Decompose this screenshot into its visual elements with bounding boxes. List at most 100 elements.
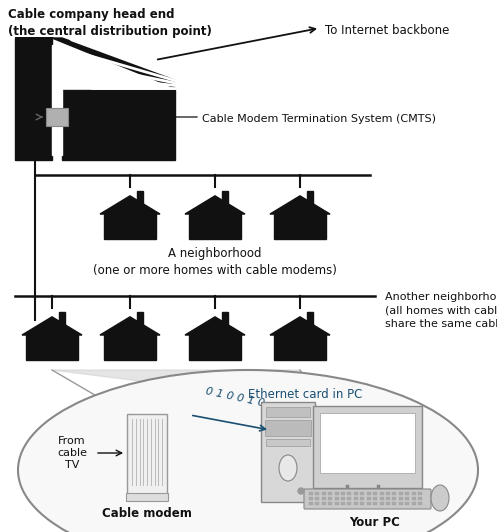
FancyBboxPatch shape <box>380 492 384 495</box>
FancyBboxPatch shape <box>399 502 403 505</box>
Polygon shape <box>307 312 313 330</box>
FancyBboxPatch shape <box>392 502 396 505</box>
Polygon shape <box>62 90 175 160</box>
Polygon shape <box>100 317 160 335</box>
FancyBboxPatch shape <box>266 439 310 446</box>
FancyBboxPatch shape <box>304 489 431 509</box>
FancyBboxPatch shape <box>126 493 168 501</box>
Text: Your PC: Your PC <box>349 516 401 529</box>
FancyBboxPatch shape <box>265 420 311 436</box>
FancyBboxPatch shape <box>316 492 320 495</box>
Circle shape <box>298 488 304 494</box>
FancyBboxPatch shape <box>354 492 358 495</box>
FancyBboxPatch shape <box>334 492 338 495</box>
Polygon shape <box>103 335 157 360</box>
Polygon shape <box>274 335 327 360</box>
FancyBboxPatch shape <box>412 492 415 495</box>
FancyBboxPatch shape <box>328 502 332 505</box>
Polygon shape <box>188 214 242 239</box>
Polygon shape <box>100 196 160 214</box>
FancyBboxPatch shape <box>322 497 326 500</box>
FancyBboxPatch shape <box>373 502 377 505</box>
FancyBboxPatch shape <box>360 497 364 500</box>
FancyBboxPatch shape <box>412 497 415 500</box>
Polygon shape <box>15 38 175 88</box>
FancyBboxPatch shape <box>266 407 310 417</box>
Polygon shape <box>137 312 143 330</box>
Text: Cable modem: Cable modem <box>102 507 192 520</box>
FancyBboxPatch shape <box>313 406 422 488</box>
FancyBboxPatch shape <box>354 502 358 505</box>
FancyBboxPatch shape <box>386 492 390 495</box>
FancyBboxPatch shape <box>354 497 358 500</box>
FancyBboxPatch shape <box>360 502 364 505</box>
FancyBboxPatch shape <box>360 492 364 495</box>
FancyBboxPatch shape <box>373 492 377 495</box>
Polygon shape <box>274 214 327 239</box>
FancyBboxPatch shape <box>367 502 371 505</box>
Text: From
cable
TV: From cable TV <box>57 436 87 470</box>
FancyBboxPatch shape <box>347 497 351 500</box>
Ellipse shape <box>18 370 478 532</box>
FancyBboxPatch shape <box>334 502 338 505</box>
Polygon shape <box>307 192 313 210</box>
Polygon shape <box>22 317 82 335</box>
FancyBboxPatch shape <box>367 492 371 495</box>
FancyBboxPatch shape <box>380 497 384 500</box>
FancyBboxPatch shape <box>328 492 332 495</box>
Text: A neighborhood
(one or more homes with cable modems): A neighborhood (one or more homes with c… <box>93 247 337 277</box>
FancyBboxPatch shape <box>380 502 384 505</box>
Ellipse shape <box>431 485 449 511</box>
FancyBboxPatch shape <box>347 502 351 505</box>
FancyBboxPatch shape <box>322 502 326 505</box>
FancyBboxPatch shape <box>309 497 313 500</box>
FancyBboxPatch shape <box>412 502 415 505</box>
FancyBboxPatch shape <box>320 413 415 473</box>
FancyBboxPatch shape <box>127 414 167 494</box>
Polygon shape <box>15 38 52 160</box>
FancyBboxPatch shape <box>399 497 403 500</box>
Polygon shape <box>185 196 245 214</box>
Text: 0 1 0 0 1 0: 0 1 0 0 1 0 <box>205 386 266 408</box>
Polygon shape <box>270 317 330 335</box>
FancyBboxPatch shape <box>418 497 422 500</box>
FancyBboxPatch shape <box>261 402 315 502</box>
FancyBboxPatch shape <box>367 497 371 500</box>
Text: Cable Modem Termination System (CMTS): Cable Modem Termination System (CMTS) <box>202 114 436 124</box>
Polygon shape <box>270 196 330 214</box>
FancyBboxPatch shape <box>46 108 68 126</box>
FancyBboxPatch shape <box>399 492 403 495</box>
FancyBboxPatch shape <box>373 497 377 500</box>
Text: Ethernet card in PC: Ethernet card in PC <box>248 388 362 401</box>
FancyBboxPatch shape <box>341 492 345 495</box>
FancyBboxPatch shape <box>392 492 396 495</box>
FancyBboxPatch shape <box>418 492 422 495</box>
Polygon shape <box>222 192 228 210</box>
FancyBboxPatch shape <box>322 492 326 495</box>
Polygon shape <box>52 370 310 395</box>
FancyBboxPatch shape <box>405 492 409 495</box>
FancyBboxPatch shape <box>347 492 351 495</box>
Text: Another neighborhood
(all homes with cable modems
share the same cable): Another neighborhood (all homes with cab… <box>385 292 497 328</box>
FancyBboxPatch shape <box>334 497 338 500</box>
Text: To Internet backbone: To Internet backbone <box>325 24 449 37</box>
Polygon shape <box>222 312 228 330</box>
FancyBboxPatch shape <box>316 502 320 505</box>
FancyBboxPatch shape <box>386 502 390 505</box>
FancyBboxPatch shape <box>341 502 345 505</box>
Text: Cable company head end
(the central distribution point): Cable company head end (the central dist… <box>8 8 212 38</box>
FancyBboxPatch shape <box>341 497 345 500</box>
Polygon shape <box>137 192 143 210</box>
Polygon shape <box>185 317 245 335</box>
Polygon shape <box>59 312 65 330</box>
Ellipse shape <box>279 455 297 481</box>
FancyBboxPatch shape <box>418 502 422 505</box>
FancyBboxPatch shape <box>316 497 320 500</box>
FancyBboxPatch shape <box>392 497 396 500</box>
FancyBboxPatch shape <box>309 502 313 505</box>
FancyBboxPatch shape <box>386 497 390 500</box>
Polygon shape <box>52 45 62 155</box>
FancyBboxPatch shape <box>309 492 313 495</box>
FancyBboxPatch shape <box>405 502 409 505</box>
FancyBboxPatch shape <box>328 497 332 500</box>
